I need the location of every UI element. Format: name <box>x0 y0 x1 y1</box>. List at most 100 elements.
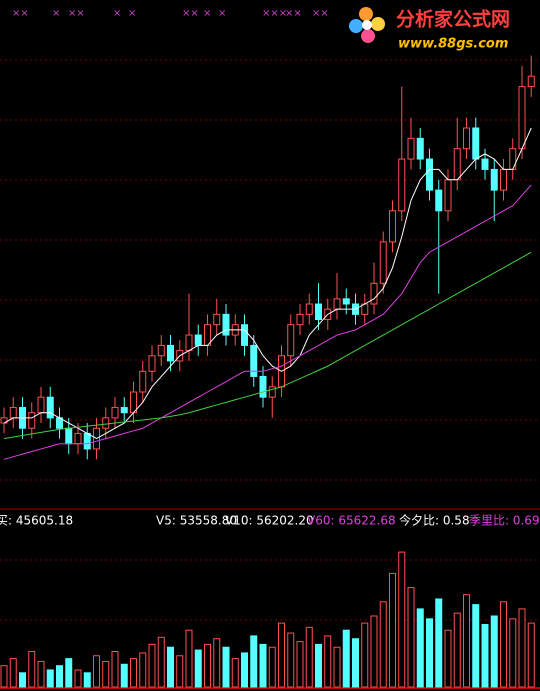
ma-line <box>3 184 532 460</box>
volume-bar <box>102 660 110 688</box>
top-mark: ××× <box>262 8 287 19</box>
candle-body <box>518 86 526 150</box>
top-mark: × <box>203 8 211 19</box>
candle-body <box>416 137 424 160</box>
volume-bar <box>9 658 17 688</box>
volume-bar <box>500 601 507 688</box>
top-mark: × <box>128 8 136 19</box>
volume-bar <box>296 641 304 688</box>
volume-bar <box>444 629 452 688</box>
candle-body <box>65 427 73 445</box>
candle-body <box>148 355 156 372</box>
volume-bar <box>157 636 165 688</box>
top-mark: ×× <box>312 8 329 19</box>
top-mark: ×× <box>12 8 29 19</box>
candle-body <box>305 303 313 315</box>
volume-bar <box>352 638 359 688</box>
candle-body <box>9 407 17 419</box>
candle-body <box>194 334 202 346</box>
candle-body <box>444 179 452 212</box>
volume-bar <box>509 618 517 688</box>
candle-body <box>241 324 248 346</box>
volume-bar <box>463 594 470 688</box>
volume-bar <box>333 646 341 688</box>
info-text: 今夕比: 0.58 <box>399 513 470 528</box>
candle-body <box>102 417 110 429</box>
grid <box>0 59 540 621</box>
candle-body <box>185 334 193 352</box>
candle-body <box>250 344 258 377</box>
candle-body <box>120 407 128 414</box>
volume-bar <box>139 652 147 688</box>
volume-bar <box>56 665 63 688</box>
candle-body <box>83 432 91 450</box>
volume-bar <box>287 632 295 688</box>
candle-body <box>315 303 322 321</box>
info-text: V60: 65622.68 <box>307 514 396 528</box>
candle-body <box>28 412 36 429</box>
info-text: 季里比: 0.69 <box>469 514 540 528</box>
volume-bar <box>453 612 461 688</box>
top-mark: × <box>52 8 60 19</box>
volume-bar <box>222 646 230 688</box>
volume-bar <box>65 658 73 688</box>
volume-bar <box>268 646 276 688</box>
candle-body <box>527 75 535 88</box>
logo: 分析家公式网 www.88gs.com <box>349 7 510 52</box>
top-mark: ×× <box>68 8 85 19</box>
volume-bar <box>204 643 211 688</box>
candle-body <box>333 298 341 310</box>
volume-bar <box>370 615 378 688</box>
volume-bar <box>435 598 443 688</box>
volume-bar <box>324 635 332 688</box>
volume-bar <box>315 643 322 688</box>
volume-bar <box>194 649 202 688</box>
volume-bar <box>426 618 433 688</box>
volume-bar <box>472 604 480 688</box>
volume-bar <box>407 587 415 688</box>
volume-bar <box>185 629 193 688</box>
candle-body <box>287 324 295 357</box>
volume-bar <box>83 672 91 688</box>
candle-body <box>139 370 147 393</box>
candle-body <box>481 158 489 170</box>
volume-bar <box>111 651 119 688</box>
top-mark: ×× <box>182 8 199 19</box>
volume-bar <box>490 615 498 688</box>
candle-body <box>157 344 165 357</box>
volume-bar <box>278 622 285 688</box>
ma-line <box>3 127 532 440</box>
info-text: V5: 53558.80 <box>156 514 237 528</box>
volume-bar <box>231 658 239 688</box>
volume-bar <box>130 658 137 688</box>
candle-body <box>204 324 211 346</box>
candle-body <box>222 313 230 336</box>
info-text: 买: 45605.18 <box>0 514 73 528</box>
logo-title: 分析家公式网 <box>396 8 510 31</box>
top-mark: × <box>218 8 226 19</box>
volume-bar <box>213 638 221 688</box>
volume-bar <box>28 651 36 688</box>
info-text: V10: 56202.20 <box>225 514 314 528</box>
candle-body <box>490 168 498 191</box>
candle-body <box>398 158 406 212</box>
volume-bar <box>176 655 184 688</box>
volume-bar <box>250 635 258 688</box>
candle-body <box>472 127 480 160</box>
volume-bar <box>481 624 489 688</box>
candle-body <box>342 298 350 305</box>
candle-body <box>213 313 221 326</box>
candle-body <box>111 407 119 419</box>
logo-url: www.88gs.com <box>398 37 508 52</box>
volume-bar <box>518 608 526 688</box>
ma-line <box>3 251 532 440</box>
candle-body <box>435 189 443 212</box>
candle-body <box>167 344 174 362</box>
top-mark: × <box>113 8 121 19</box>
candle-body <box>46 396 54 419</box>
volume-bar <box>74 669 82 688</box>
volume-bar <box>241 652 248 688</box>
volume-bar <box>361 622 369 688</box>
